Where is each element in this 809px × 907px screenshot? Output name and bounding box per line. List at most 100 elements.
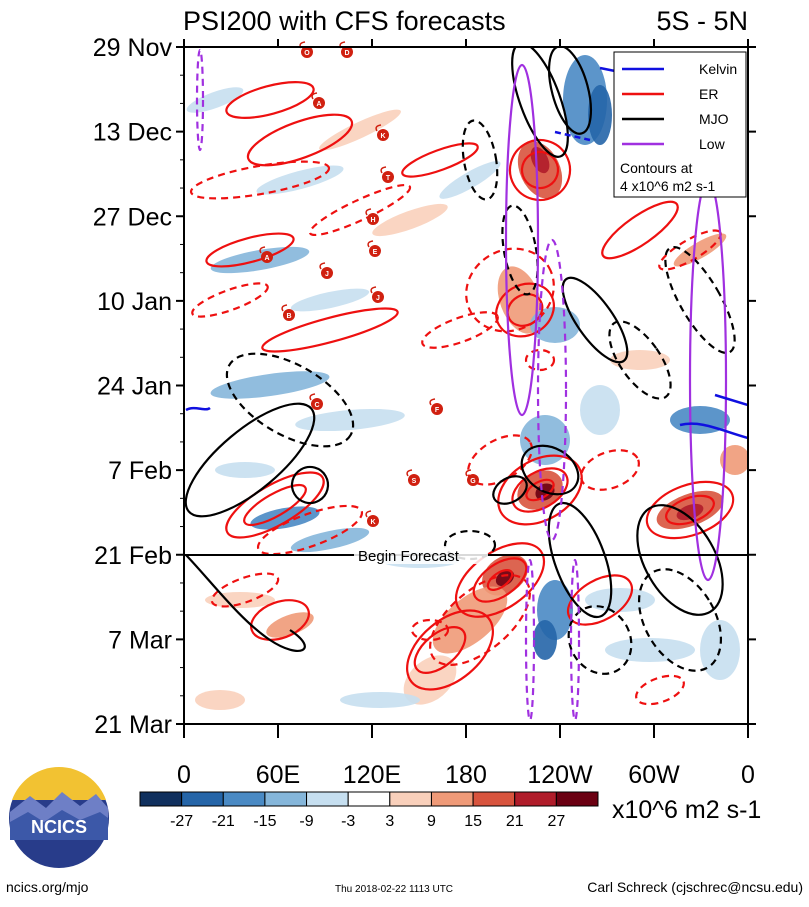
x-tick-label: 120E [343,761,401,789]
y-tick-label: 27 Dec [93,203,172,231]
legend-contour-value: 4 x10^6 m2 s-1 [620,178,715,194]
contour-line [191,282,269,318]
legend: Kelvin ER MJO Low Contours at 4 x10^6 m2… [613,51,747,198]
contour-line [243,483,307,527]
storm-marker: G [465,469,479,486]
contour-line [210,572,280,608]
contour-line [184,402,316,518]
storm-tail [365,208,372,216]
contour-line [195,48,205,152]
contour-line [413,626,467,674]
storm-letter: F [435,407,440,414]
legend-contour-note: Contours at [620,160,692,176]
storm-letter: A [264,255,269,262]
contour-line [547,47,593,135]
anomaly-patch [605,638,695,662]
contour-line [406,609,494,691]
contour-line [225,352,355,448]
contour-line [511,467,569,513]
colorbar-tick-label: -9 [299,813,313,830]
storm-tail [370,286,377,294]
contour-line [185,554,306,652]
storm-marker: B [281,304,295,321]
contour-line [189,160,331,200]
storm-tail [375,124,382,132]
footer-author: Carl Schreck (cjschrec@ncsu.edu) [587,879,803,895]
contour-line [561,276,629,364]
storm-letter: D [344,50,349,57]
wave-contours [184,47,748,722]
storm-icon [321,267,333,279]
contour-line [256,504,364,556]
footer-url: ncics.org/mjo [6,879,89,895]
storm-tail [319,262,326,270]
contour-line [645,480,735,540]
contour-line [495,282,555,338]
x-tick-label: 120W [527,761,593,789]
storm-letter: J [376,295,380,302]
y-tick-label: 29 Nov [93,34,173,62]
storm-marker: T [380,166,394,183]
colorbar-swatch [306,791,349,807]
contour-line [508,138,572,202]
storm-icon [377,129,389,141]
storm-letter: E [373,249,378,256]
contour-line [679,422,748,440]
storm-marker: A [259,246,273,263]
storm-tail [281,304,288,312]
storm-tail [259,246,266,254]
contour-line [401,142,479,178]
contour-line [569,558,581,722]
footer-timestamp: Thu 2018-02-22 1113 UTC [335,884,453,895]
contour-line [554,130,591,142]
anomaly-patch [186,87,244,113]
contour-line [492,475,528,505]
contour-line [520,444,580,496]
contour-line [290,465,330,505]
contour-line [486,569,514,591]
y-tick-label: 21 Mar [94,711,172,739]
anomaly-patch [250,506,320,530]
logo-text: NCICS [31,817,87,837]
storm-icon [431,403,443,415]
contour-line [547,501,613,619]
y-tick-label: 21 Feb [94,542,172,570]
storm-tail [406,469,413,477]
contour-line [465,247,555,333]
y-tick-label: 13 Dec [93,119,172,147]
x-tick-label: 60E [256,761,300,789]
contour-line [421,311,499,349]
anomaly-patch [266,612,314,638]
storm-letter: G [470,478,476,485]
storm-marker: C [309,393,323,410]
contour-line [635,674,685,706]
anomaly-patch [585,588,655,612]
contour-line [714,393,748,407]
contour-line [601,200,679,260]
storm-icon [341,46,353,58]
anomaly-patch [290,288,370,312]
contour-line [567,605,633,675]
storm-tail [380,166,387,174]
anomaly-patch [215,462,275,478]
storm-icon [283,309,295,321]
contour-line [524,558,536,722]
colorbar-tick-label: 15 [464,813,482,830]
contour-line [504,63,540,417]
anomaly-patch [588,85,612,145]
colorbar-swatch [472,791,516,807]
storm-tail [367,240,374,248]
storm-letter: K [380,133,385,140]
contour-line [566,574,634,626]
contour-line [261,307,399,353]
storm-icon [367,515,379,527]
anomaly-patch [432,586,508,654]
anomaly-patch [210,371,330,399]
y-tick-label: 7 Mar [108,626,172,654]
storm-marker: J [370,286,384,303]
storm-letter: S [412,478,417,485]
colorbar-swatch [222,791,266,807]
colorbar-swatch [347,791,391,807]
legend-low-label: Low [699,136,726,152]
contour-line [205,232,295,268]
